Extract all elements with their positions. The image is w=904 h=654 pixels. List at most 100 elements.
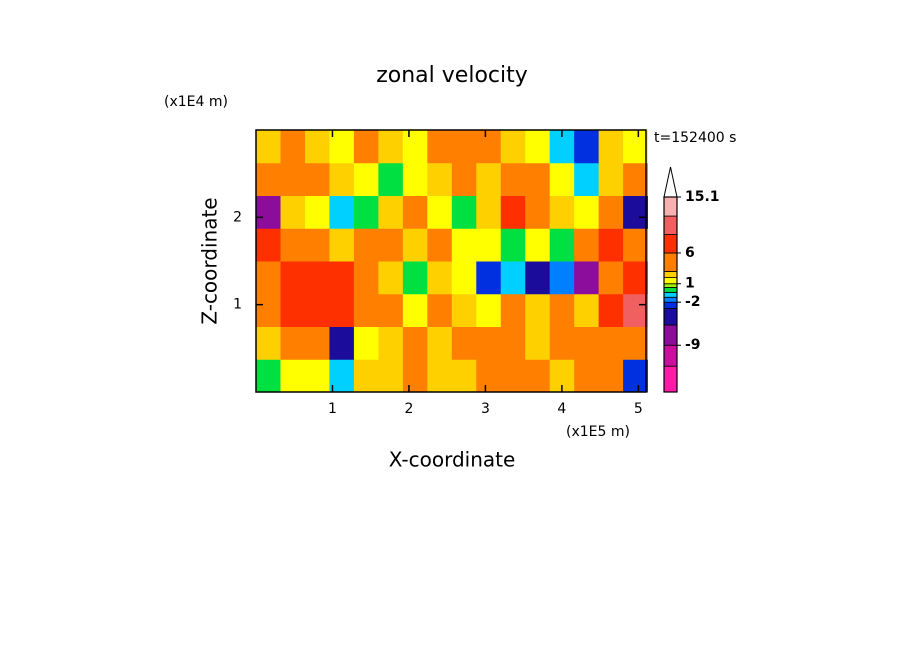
colorbar-band xyxy=(663,324,678,346)
field-cell xyxy=(476,359,502,393)
x-tick-label: 4 xyxy=(557,401,566,417)
field-cell xyxy=(329,228,355,262)
field-cell xyxy=(623,195,648,229)
field-cell xyxy=(304,326,330,360)
colorbar-band xyxy=(663,215,678,235)
field-cell xyxy=(402,293,428,327)
field-cell xyxy=(353,326,379,360)
field-cell xyxy=(451,326,477,360)
field-cell xyxy=(329,130,355,164)
colorbar-band xyxy=(663,296,678,303)
field-cell xyxy=(378,359,404,393)
field-cell xyxy=(574,195,600,229)
y-axis-label: Z-coordinate xyxy=(198,197,222,324)
field-cell xyxy=(427,359,453,393)
colorbar-band xyxy=(663,277,678,285)
colorbar-label: -2 xyxy=(685,294,701,310)
field-cell xyxy=(623,359,648,393)
field-cell xyxy=(256,195,281,229)
time-label: t=152400 s xyxy=(654,130,736,146)
field-cell xyxy=(525,130,551,164)
field-cell xyxy=(476,195,502,229)
field-cell xyxy=(598,261,624,295)
field-cell xyxy=(378,195,404,229)
field-cell xyxy=(549,195,575,229)
colorbar-band xyxy=(663,307,678,326)
field-cell xyxy=(525,228,551,262)
colorbar-band xyxy=(663,271,678,278)
colorbar-frame xyxy=(663,196,678,393)
field-cell xyxy=(402,326,428,360)
field-cell xyxy=(500,228,526,262)
field-cell xyxy=(525,326,551,360)
field-cell xyxy=(280,162,306,196)
field-cell xyxy=(304,293,330,327)
field-cell xyxy=(304,162,330,196)
colorbar-label: 1 xyxy=(685,276,695,292)
colorbar-band xyxy=(663,301,678,309)
field-cell xyxy=(574,359,600,393)
field-cell xyxy=(427,195,453,229)
field-cell xyxy=(329,162,355,196)
field-cell xyxy=(304,130,330,164)
field-cell xyxy=(500,261,526,295)
field-cell xyxy=(598,293,624,327)
field-cell xyxy=(256,261,281,295)
field-cell xyxy=(378,228,404,262)
field-cell xyxy=(598,130,624,164)
field-cell xyxy=(353,261,379,295)
colorbar-band xyxy=(663,283,678,288)
colorbar-band xyxy=(663,287,678,293)
field-cell xyxy=(598,162,624,196)
field-cell xyxy=(402,359,428,393)
field-cell xyxy=(256,130,281,164)
x-unit: (x1E5 m) xyxy=(566,424,630,440)
field-cell xyxy=(598,359,624,393)
field-cell xyxy=(476,130,502,164)
colorbar-band xyxy=(663,252,678,272)
field-cell xyxy=(329,293,355,327)
field-cell xyxy=(256,359,281,393)
field-cell xyxy=(549,293,575,327)
x-axis-label: X-coordinate xyxy=(389,448,516,472)
field-cell xyxy=(500,293,526,327)
field-cell xyxy=(623,228,648,262)
field-cell xyxy=(329,359,355,393)
field-cell xyxy=(353,293,379,327)
x-tick-label: 3 xyxy=(481,401,490,417)
field-cell xyxy=(353,162,379,196)
field-cell xyxy=(549,261,575,295)
field-cell xyxy=(525,261,551,295)
field-cell xyxy=(549,228,575,262)
field-cell xyxy=(427,326,453,360)
field-cell xyxy=(623,162,648,196)
field-cell xyxy=(378,162,404,196)
field-cell xyxy=(451,130,477,164)
field-cell xyxy=(525,162,551,196)
field-cell xyxy=(476,228,502,262)
field-cell xyxy=(525,359,551,393)
field-cell xyxy=(623,261,648,295)
colorbar-label: -9 xyxy=(685,337,701,353)
x-tick-label: 2 xyxy=(404,401,413,417)
field-cell xyxy=(623,130,648,164)
field-cell xyxy=(574,162,600,196)
plot-frame xyxy=(255,129,647,393)
field-cell xyxy=(402,162,428,196)
field-cell xyxy=(451,195,477,229)
field-cell xyxy=(304,228,330,262)
field-cell xyxy=(280,130,306,164)
field-cell xyxy=(451,228,477,262)
field-cell xyxy=(329,195,355,229)
field-cell xyxy=(500,195,526,229)
field-cell xyxy=(574,228,600,262)
field-cell xyxy=(280,195,306,229)
field-cell xyxy=(304,359,330,393)
field-cell xyxy=(451,293,477,327)
y-unit: (x1E4 m) xyxy=(164,94,228,110)
colorbar-band xyxy=(663,344,678,367)
field-cell xyxy=(256,228,281,262)
field-cell xyxy=(402,228,428,262)
field-cell xyxy=(256,293,281,327)
field-cell xyxy=(451,261,477,295)
